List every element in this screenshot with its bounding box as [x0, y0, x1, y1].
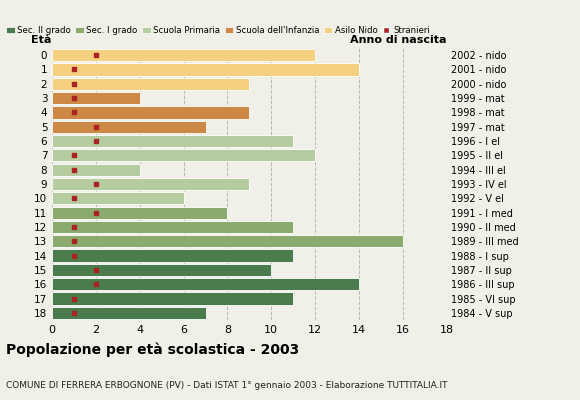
Bar	[52, 135, 293, 147]
Bar	[52, 250, 293, 262]
Text: Età: Età	[31, 35, 51, 45]
Text: COMUNE DI FERRERA ERBOGNONE (PV) - Dati ISTAT 1° gennaio 2003 - Elaborazione TUT: COMUNE DI FERRERA ERBOGNONE (PV) - Dati …	[6, 381, 447, 390]
Bar	[52, 78, 249, 90]
Bar	[52, 278, 359, 290]
Bar	[52, 192, 184, 204]
Bar	[52, 149, 315, 162]
Bar	[52, 206, 227, 219]
Bar	[52, 121, 205, 133]
Bar	[52, 106, 249, 118]
Bar	[52, 221, 293, 233]
Bar	[52, 307, 205, 319]
Bar	[52, 92, 140, 104]
Bar	[52, 264, 271, 276]
Bar	[52, 63, 359, 76]
Legend: Sec. II grado, Sec. I grado, Scuola Primaria, Scuola dell'Infanzia, Asilo Nido, : Sec. II grado, Sec. I grado, Scuola Prim…	[2, 22, 433, 38]
Text: Anno di nascita: Anno di nascita	[350, 35, 447, 45]
Bar	[52, 178, 249, 190]
Bar	[52, 292, 293, 305]
Bar	[52, 49, 315, 61]
Bar	[52, 235, 403, 247]
Bar	[52, 164, 140, 176]
Text: Popolazione per età scolastica - 2003: Popolazione per età scolastica - 2003	[6, 342, 299, 357]
